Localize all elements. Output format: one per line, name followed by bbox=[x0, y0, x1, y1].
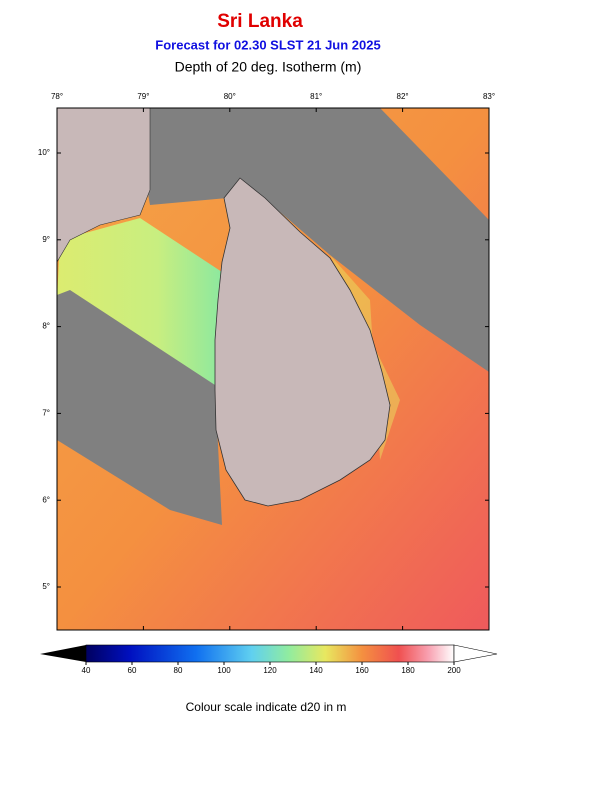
colorbar-tick-label: 40 bbox=[82, 666, 91, 675]
masked-band bbox=[140, 108, 489, 372]
colorbar-tick-label: 200 bbox=[447, 666, 461, 675]
lat-tick-label: 7° bbox=[42, 409, 50, 418]
colorbar-tick-label: 160 bbox=[355, 666, 369, 675]
masked-band bbox=[57, 290, 222, 525]
map-field bbox=[57, 108, 489, 630]
title: Sri Lanka bbox=[217, 11, 303, 32]
colorbar-tick-label: 120 bbox=[263, 666, 277, 675]
lat-tick-label: 9° bbox=[42, 235, 50, 244]
colorbar-caption: Colour scale indicate d20 in m bbox=[186, 700, 347, 714]
colorbar-over bbox=[453, 644, 498, 663]
subtitle: Forecast for 02.30 SLST 21 Jun 2025 bbox=[155, 37, 380, 52]
lat-tick-label: 5° bbox=[42, 582, 50, 591]
lat-tick-label: 6° bbox=[42, 495, 50, 504]
colorbar-tick-label: 180 bbox=[401, 666, 415, 675]
sri-lanka-land bbox=[214, 177, 391, 507]
colorbar-tick-label: 140 bbox=[309, 666, 323, 675]
colorbar-tick-label: 60 bbox=[128, 666, 137, 675]
lon-tick-label: 82° bbox=[397, 92, 409, 101]
lon-tick-label: 81° bbox=[310, 92, 322, 101]
lon-tick-label: 83° bbox=[483, 92, 495, 101]
gulf-field bbox=[57, 218, 225, 392]
india-land bbox=[57, 108, 151, 263]
variable-title: Depth of 20 deg. Isotherm (m) bbox=[175, 59, 362, 75]
colorbar-tick-label: 80 bbox=[174, 666, 183, 675]
lon-tick-label: 80° bbox=[224, 92, 236, 101]
lat-tick-label: 8° bbox=[42, 322, 50, 331]
colorbar-tick-label: 100 bbox=[217, 666, 231, 675]
colorbar-under bbox=[40, 645, 86, 662]
lon-tick-label: 78° bbox=[51, 92, 63, 101]
colorbar bbox=[85, 644, 455, 663]
lat-tick-label: 10° bbox=[38, 148, 50, 157]
map-frame bbox=[56, 107, 490, 631]
lon-tick-label: 79° bbox=[137, 92, 149, 101]
